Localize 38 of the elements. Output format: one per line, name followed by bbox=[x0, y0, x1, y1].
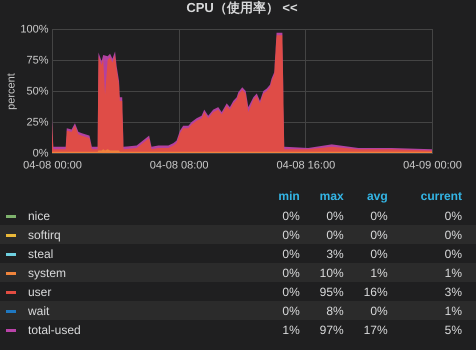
text: 95% bbox=[318, 284, 344, 300]
text: 0% bbox=[281, 284, 300, 300]
chart-title: CPU（使用率） << bbox=[186, 0, 298, 15]
text: max bbox=[318, 188, 344, 205]
legend-label: nice bbox=[27, 208, 52, 224]
text: 1% bbox=[281, 322, 300, 338]
text: 16% bbox=[362, 284, 388, 300]
y-tick-label: 25% bbox=[26, 116, 49, 128]
legend-label: system bbox=[27, 264, 68, 282]
legend-label: user bbox=[27, 284, 52, 300]
y-tick-label: 100% bbox=[20, 24, 49, 36]
text: 17% bbox=[362, 322, 388, 338]
y-tick-label: 75% bbox=[26, 54, 49, 66]
text: 0% bbox=[325, 208, 344, 224]
x-tick-label: 04-08 08:00 bbox=[150, 160, 209, 172]
text: current bbox=[420, 188, 463, 205]
legend-label: wait bbox=[27, 302, 50, 320]
x-tick-label: 04-08 00:00 bbox=[23, 160, 82, 172]
text: 5% bbox=[444, 322, 463, 338]
text: min bbox=[277, 188, 300, 205]
text: 0% bbox=[281, 208, 300, 224]
legend-label: steal bbox=[27, 246, 54, 262]
text: 0% bbox=[444, 208, 463, 224]
legend-label: softirq bbox=[27, 226, 62, 244]
text: 3% bbox=[444, 284, 463, 300]
y-tick-label: 50% bbox=[26, 86, 49, 98]
text: 0% bbox=[369, 208, 388, 224]
y-axis-title: percent bbox=[5, 73, 18, 110]
text: 3% bbox=[325, 246, 344, 262]
text: 0% bbox=[281, 246, 300, 262]
x-tick-label: 04-09 00:00 bbox=[403, 160, 462, 172]
x-tick-label: 04-08 16:00 bbox=[276, 160, 336, 172]
text: avg bbox=[366, 188, 388, 205]
text: 0% bbox=[444, 246, 463, 262]
text: 97% bbox=[318, 322, 344, 338]
y-tick-label: 0% bbox=[32, 148, 49, 160]
text: 0% bbox=[369, 246, 388, 262]
legend-label: total-used bbox=[27, 322, 82, 338]
